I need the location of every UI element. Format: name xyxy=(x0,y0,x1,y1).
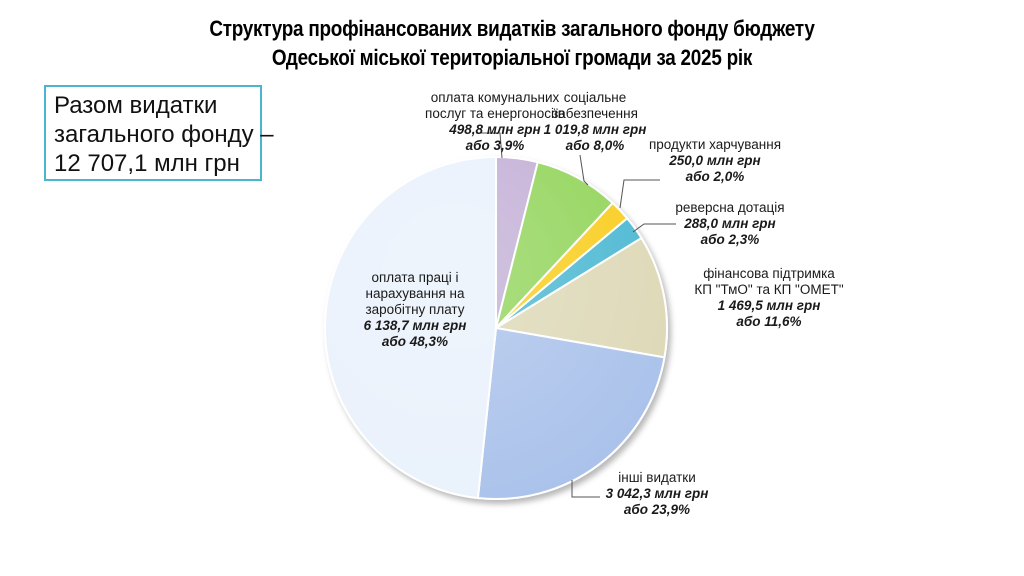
slice-name-line: оплата комунальних xyxy=(430,90,560,105)
slice-percent: або 23,9% xyxy=(623,502,691,517)
slice-label-food: продукти харчування 250,0 млн грн або 2,0% xyxy=(640,137,790,185)
chart-title-line-2: Одеської міської територіальної громади … xyxy=(271,45,753,70)
leader-line-social xyxy=(579,154,589,186)
slice-name-line: продукти харчування xyxy=(648,137,782,152)
total-expenses-box: Разом видатки загального фонду – 12 707,… xyxy=(44,85,274,181)
slice-value: 1 019,8 млн грн xyxy=(543,122,647,137)
slice-percent: або 11,6% xyxy=(736,314,802,329)
slice-value: 250,0 млн грн xyxy=(669,153,761,168)
total-line-1: Разом видатки xyxy=(54,92,218,119)
slice-percent: або 2,3% xyxy=(700,232,760,247)
chart-title: Структура профінансованих видатків загал… xyxy=(72,14,953,72)
slice-label-financial-support: фінансова підтримка КП "ТмО" та КП "ОМЕТ"… xyxy=(689,266,849,330)
slice-value: 498,8 млн грн xyxy=(449,122,541,137)
slice-value: 3 042,3 млн грн xyxy=(605,486,709,501)
slice-name-line: інші видатки xyxy=(618,470,696,485)
slice-value: 6 138,7 млн грн xyxy=(363,318,467,333)
slice-percent: або 48,3% xyxy=(381,334,449,349)
slice-name-line: забезпечення xyxy=(552,106,638,121)
total-line-3: 12 707,1 млн грн xyxy=(54,150,240,177)
slice-value: 288,0 млн грн xyxy=(684,216,776,231)
total-line-2: загального фонду – xyxy=(54,121,274,148)
slice-label-other: інші видатки 3 042,3 млн грн або 23,9% xyxy=(592,470,722,518)
pie-highlight xyxy=(325,157,667,499)
slice-percent: або 3,9% xyxy=(465,138,525,153)
leader-line-reverse-subsidy xyxy=(632,223,676,233)
slice-name-line: нарахування на xyxy=(365,286,465,301)
slice-label-social: соціальне забезпечення 1 019,8 млн грн або … xyxy=(515,90,675,154)
slice-name-line: фінансова підтримка xyxy=(703,266,835,281)
slice-name-line: КП "ТмО" та КП "ОМЕТ" xyxy=(694,282,844,297)
slice-name-line: соціальне xyxy=(563,90,627,105)
slice-name-line: заробітну плату xyxy=(365,302,465,317)
leader-line-utilities xyxy=(476,132,503,159)
slice-percent: або 2,0% xyxy=(685,169,745,184)
slice-label-utilities: оплата комунальних послуг та енергоносіїв… xyxy=(405,90,585,154)
slice-value: 1 469,5 млн грн xyxy=(717,298,821,313)
leader-line-food xyxy=(619,179,660,209)
slice-name-line: реверсна дотація xyxy=(675,200,785,215)
chart-title-line-1: Структура профінансованих видатків загал… xyxy=(209,16,815,41)
slice-name-line: послуг та енергоносіїв xyxy=(425,106,565,121)
slice-percent: або 8,0% xyxy=(565,138,625,153)
slice-label-reverse-subsidy: реверсна дотація 288,0 млн грн або 2,3% xyxy=(655,200,805,248)
leader-line-other xyxy=(571,480,600,498)
slice-label-salary: оплата праці і нарахування на заробітну пл… xyxy=(350,270,480,350)
slice-name-line: оплата праці і xyxy=(371,270,459,285)
